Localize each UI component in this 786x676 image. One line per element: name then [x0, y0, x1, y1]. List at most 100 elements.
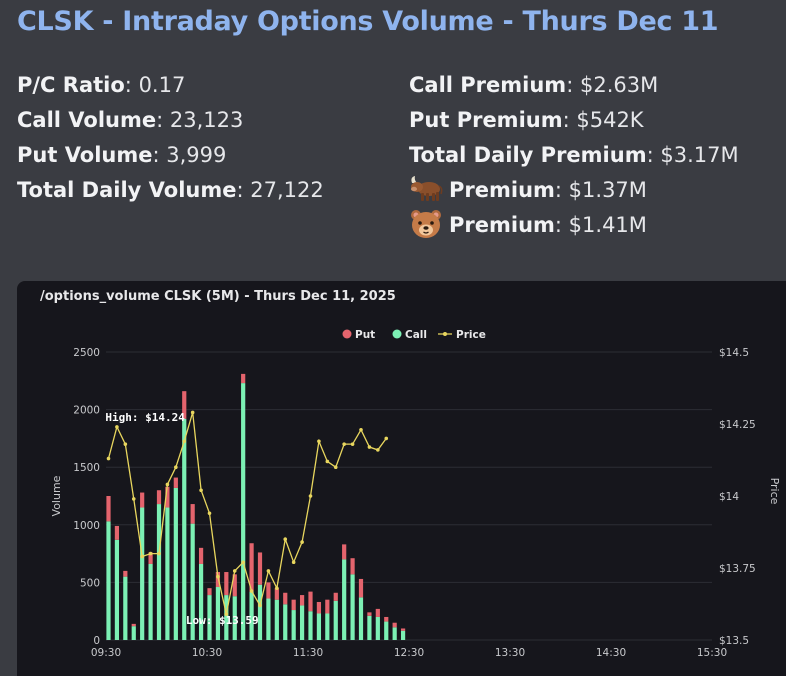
call-bar — [308, 611, 313, 640]
call-bar — [190, 523, 195, 640]
y-tick-label: 1500 — [73, 462, 100, 474]
call-bar — [198, 563, 204, 640]
price-point — [241, 560, 245, 565]
price-point — [333, 465, 338, 469]
call-bar — [182, 418, 187, 640]
price-point — [148, 551, 153, 556]
y2-axis-title: Price — [768, 478, 781, 505]
put-bar — [350, 558, 355, 575]
options-volume-chart: 0 500 1000 1500 2000 2500 $13.5 $13.75 $14 $14.25… — [50, 329, 781, 659]
call-bar — [350, 574, 355, 640]
legend-put-swatch — [342, 329, 352, 339]
put-bar — [140, 492, 145, 508]
put-bar — [367, 612, 372, 616]
call-bar — [207, 595, 212, 640]
bear-icon — [411, 210, 441, 238]
stat-pc-ratio: P/C Ratio: 0.17 — [17, 73, 186, 97]
price-point — [106, 456, 111, 461]
call-bar — [123, 576, 128, 640]
x-tick-label: 09:30 — [91, 647, 121, 659]
price-point — [308, 494, 313, 498]
put-bar — [308, 591, 313, 612]
call-bar — [367, 615, 372, 640]
y2-tick-label: $13.5 — [719, 635, 749, 647]
bull-icon — [411, 176, 443, 201]
legend-call-label: Call — [405, 329, 427, 341]
put-bar — [224, 572, 229, 596]
stat-put-premium: Put Premium: $542K — [409, 108, 644, 132]
call-bar — [232, 596, 237, 640]
low-annotation: Low: $13.59 — [186, 614, 259, 627]
stat-call-premium: Call Premium: $2.63M — [409, 73, 659, 97]
y2-tick-label: $14 — [719, 491, 739, 503]
x-tick-label: 11:30 — [293, 647, 323, 659]
put-bar — [358, 578, 364, 598]
y-axis-title: Volume — [50, 475, 63, 516]
put-bar — [249, 543, 254, 592]
stat-label: Total Daily Premium — [409, 143, 647, 167]
y2-tick-label: $14.5 — [719, 347, 749, 359]
chart-card: /options_volume CLSK (5M) - Thurs Dec 11… — [17, 281, 786, 676]
stat-value: $1.37M — [568, 178, 647, 202]
stat-label: P/C Ratio — [17, 73, 125, 97]
price-point — [182, 439, 187, 444]
call-bar — [299, 605, 305, 640]
call-bar — [384, 621, 389, 640]
call-bar — [316, 613, 322, 640]
stat-bear-premium: Premium: $1.41M — [409, 208, 739, 243]
price-point — [317, 439, 321, 444]
call-bar — [249, 591, 254, 640]
price-point — [367, 445, 372, 449]
put-bar — [333, 592, 338, 601]
price-point — [376, 448, 380, 452]
call-bar — [400, 630, 406, 640]
price-point — [275, 586, 279, 590]
put-bar — [384, 616, 389, 622]
call-bar — [266, 598, 271, 640]
stat-value: $542K — [576, 108, 644, 132]
call-bar — [241, 383, 246, 640]
put-bar — [106, 496, 111, 522]
put-bar — [299, 595, 305, 606]
y-tick-label: 1000 — [73, 520, 100, 532]
page-title: CLSK - Intraday Options Volume - Thurs D… — [17, 6, 719, 37]
call-bar — [148, 563, 153, 640]
x-tick-label: 13:30 — [495, 647, 525, 659]
y2-tick-label: $14.25 — [719, 419, 756, 431]
price-point — [115, 425, 119, 429]
call-bar — [392, 627, 397, 640]
price-point — [174, 465, 178, 469]
put-bar — [165, 486, 170, 508]
price-point — [199, 488, 203, 493]
price-point — [300, 540, 304, 544]
price-point — [165, 482, 170, 487]
price-point — [350, 442, 355, 446]
call-bar — [375, 616, 380, 640]
stat-label: Premium — [449, 213, 555, 237]
call-bar — [291, 610, 296, 640]
put-bar — [257, 552, 263, 585]
stat-label: Put Volume — [17, 143, 153, 167]
put-bar — [156, 490, 162, 505]
call-bar — [173, 487, 178, 640]
price-point — [216, 574, 220, 579]
price-point — [157, 551, 161, 556]
stat-value: $2.63M — [579, 73, 659, 97]
price-point — [207, 511, 212, 516]
stat-value: $3.17M — [660, 143, 739, 167]
stat-bull-premium: Premium: $1.37M — [409, 173, 739, 208]
stat-value: 0.17 — [138, 73, 186, 97]
put-bar — [241, 373, 246, 384]
stat-label: Put Premium — [409, 108, 563, 132]
put-bar — [392, 622, 397, 628]
put-bar — [190, 504, 195, 524]
call-bar — [342, 559, 347, 640]
stat-label: Premium — [449, 178, 555, 202]
stat-value: $1.41M — [568, 213, 647, 237]
call-bar — [274, 599, 279, 640]
put-bar — [291, 599, 296, 611]
price-point — [342, 442, 346, 446]
put-bar — [375, 608, 380, 617]
call-bar — [140, 507, 145, 640]
volume-stats: P/C Ratio: 0.17 Call Volume: 23,123 Put … — [17, 68, 324, 208]
